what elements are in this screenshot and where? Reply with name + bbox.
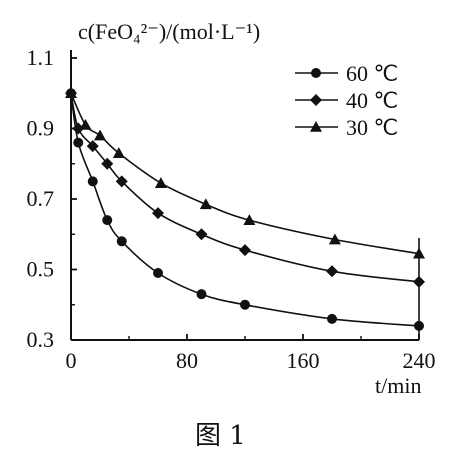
y-tick-label: 0.5 [27, 257, 55, 282]
data-point [413, 275, 425, 288]
data-point [102, 215, 113, 226]
x-tick-label: 0 [66, 348, 77, 373]
legend-marker [310, 121, 322, 132]
data-point [199, 198, 212, 210]
legend-entry: 40 ℃ [295, 88, 398, 113]
data-point [196, 289, 207, 300]
x-tick-label: 240 [403, 348, 436, 373]
series-line [70, 92, 420, 255]
y-axis-title: c(FeO₄²⁻)/(mol·L⁻¹) [78, 19, 260, 44]
legend-label: 40 ℃ [346, 88, 398, 113]
y-tick-label: 1.1 [27, 45, 55, 70]
axes: 0.3 0.5 0.7 0.9 1.1 0 80 160 240 [27, 45, 436, 373]
y-tick-label: 0.3 [27, 327, 55, 352]
legend-entry: 60 ℃ [295, 61, 398, 86]
data-point [116, 236, 127, 247]
data-point [414, 320, 424, 331]
series-diamond [65, 87, 425, 288]
data-point [240, 299, 250, 310]
series-layer [65, 87, 425, 331]
y-tick-label: 0.7 [27, 186, 55, 211]
data-point [65, 87, 77, 99]
data-point [86, 140, 99, 153]
data-point [112, 147, 125, 158]
data-point [73, 137, 84, 148]
data-point [79, 118, 92, 130]
series-triangle [65, 87, 425, 259]
series-line [70, 93, 420, 327]
figure-caption: 图 1 [195, 421, 246, 451]
legend-entry: 30 ℃ [295, 115, 398, 140]
data-point [72, 122, 85, 135]
data-point [243, 214, 256, 225]
data-point [239, 244, 251, 257]
data-point [326, 265, 338, 278]
data-point [87, 176, 98, 187]
x-tick-label: 160 [287, 348, 320, 373]
data-point [328, 233, 341, 245]
legend-label: 30 ℃ [346, 115, 398, 140]
data-point [115, 175, 128, 188]
legend-marker [310, 94, 322, 106]
legend-marker [311, 68, 321, 78]
series-line [70, 93, 420, 283]
legend-label: 60 ℃ [346, 61, 398, 86]
data-point [153, 268, 163, 279]
data-point [101, 157, 114, 170]
data-point [327, 313, 337, 324]
data-point [154, 177, 167, 188]
data-point [195, 228, 208, 241]
legend: 60 ℃40 ℃30 ℃ [295, 61, 398, 140]
data-point [413, 247, 425, 259]
x-tick-label: 80 [176, 348, 198, 373]
series-circle [66, 88, 424, 331]
y-tick-label: 0.9 [27, 116, 55, 141]
data-point [152, 207, 164, 220]
data-point [94, 129, 106, 141]
x-axis-title: t/min [375, 373, 421, 398]
